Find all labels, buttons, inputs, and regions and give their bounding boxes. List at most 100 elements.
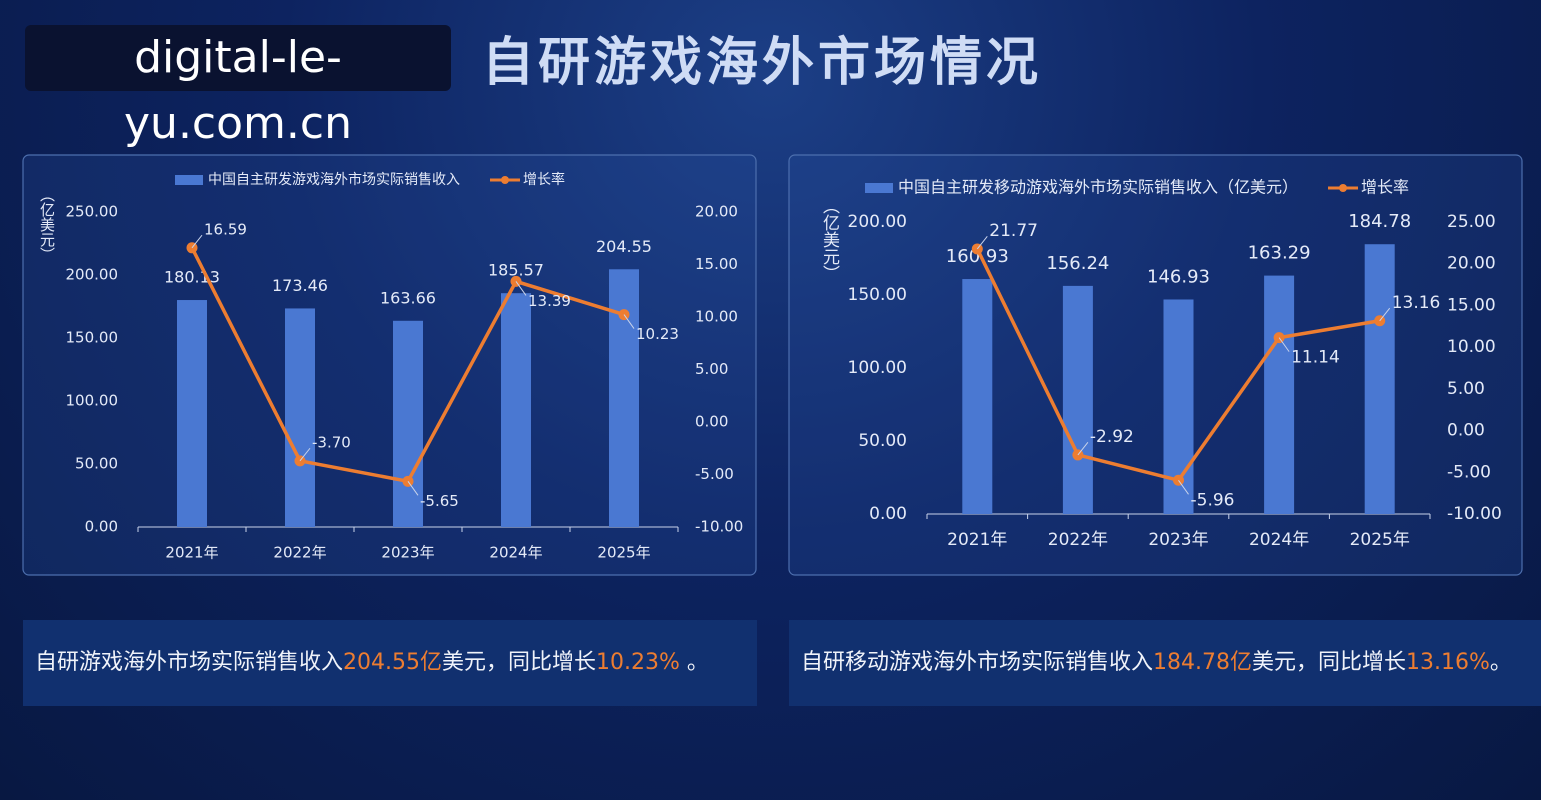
- caption-part: 自研移动游戏海外市场实际销售收入: [801, 650, 1154, 675]
- x-tick-label: 2022年: [273, 544, 326, 562]
- leader-line: [976, 236, 988, 250]
- bar: [1364, 244, 1395, 515]
- legend-swatch: [501, 176, 509, 184]
- caption-part: 204.55亿: [343, 650, 442, 675]
- y-tick-label: 150.00: [848, 285, 907, 305]
- caption-part: 184.78亿: [1153, 650, 1252, 675]
- y2-tick-label: 5.00: [1447, 379, 1485, 399]
- bar: [609, 269, 639, 527]
- caption-part: 13.16%: [1406, 650, 1490, 675]
- bar: [1062, 285, 1093, 514]
- x-tick-label: 2021年: [947, 530, 1007, 550]
- y2-tick-label: 5.00: [695, 360, 728, 378]
- y2-tick-label: -5.00: [695, 465, 734, 483]
- y2-tick-label: 20.00: [695, 203, 738, 221]
- x-tick-label: 2023年: [1148, 530, 1208, 550]
- bar: [962, 279, 993, 514]
- y-tick-label: 250.00: [66, 203, 119, 221]
- y-tick-label: 200.00: [66, 266, 119, 284]
- bar: [1264, 275, 1295, 514]
- panel: [22, 154, 757, 576]
- line-value-label: -5.65: [420, 492, 459, 510]
- legend-label: 增长率: [1361, 178, 1409, 197]
- y-tick-label: 50.00: [858, 431, 907, 451]
- line-value-label: 13.39: [528, 292, 571, 310]
- y-tick-label: 200.00: [848, 212, 907, 232]
- legend-label: 中国自主研发游戏海外市场实际销售收入: [208, 171, 460, 188]
- bar-value-label: 156.24: [1046, 253, 1109, 274]
- y-tick-label: 50.00: [75, 455, 118, 473]
- y-tick-label: 150.00: [66, 329, 119, 347]
- bar-value-label: 146.93: [1147, 266, 1210, 287]
- x-tick-label: 2023年: [381, 544, 434, 562]
- leader-line: [1379, 307, 1391, 322]
- caption-part: 。: [679, 650, 709, 675]
- caption-part: 美元，同比增长: [442, 650, 597, 675]
- x-tick-label: 2021年: [165, 544, 218, 562]
- bar-value-label: 204.55: [596, 237, 652, 256]
- y-tick-label: 100.00: [848, 358, 907, 378]
- bar-value-label: 163.66: [380, 288, 436, 307]
- caption: 自研游戏海外市场实际销售收入204.55亿美元，同比增长10.23% 。: [23, 620, 757, 706]
- y-tick-label: 100.00: [66, 392, 119, 410]
- watermark: digital-le-yu.com.cn: [25, 25, 451, 149]
- caption-part: 10.23%: [596, 650, 680, 675]
- legend-swatch: [865, 183, 893, 193]
- x-tick-label: 2025年: [597, 544, 650, 562]
- line-value-label: 21.77: [989, 221, 1038, 241]
- y2-tick-label: 20.00: [1447, 254, 1496, 274]
- y-tick-label: 0.00: [869, 504, 907, 524]
- y2-tick-label: 0.00: [695, 413, 728, 431]
- bar-value-label: 185.57: [488, 261, 544, 280]
- caption-part: 美元，同比增长: [1252, 650, 1407, 675]
- y2-tick-label: 10.00: [1447, 337, 1496, 357]
- legend-label: 中国自主研发移动游戏海外市场实际销售收入（亿美元）: [898, 178, 1298, 197]
- bar: [501, 293, 531, 527]
- legend-label: 增长率: [523, 171, 565, 188]
- bar-value-label: 184.78: [1348, 211, 1411, 232]
- leader-line: [1278, 337, 1290, 352]
- y2-tick-label: -5.00: [1447, 462, 1491, 482]
- bar: [393, 320, 423, 527]
- line-value-label: -5.96: [1191, 490, 1235, 510]
- bar-value-label: 160.93: [946, 246, 1009, 267]
- line-value-label: 11.14: [1291, 348, 1340, 368]
- legend-swatch: [1339, 184, 1348, 192]
- leader-line: [1178, 480, 1189, 495]
- line-value-label: 13.16: [1392, 293, 1441, 313]
- caption-part: 自研游戏海外市场实际销售收入: [35, 650, 344, 675]
- caption: 自研移动游戏海外市场实际销售收入184.78亿美元，同比增长13.16%。: [789, 620, 1541, 706]
- bar: [177, 300, 207, 527]
- x-tick-label: 2025年: [1350, 530, 1410, 550]
- leader-line: [623, 314, 635, 329]
- page-title: 自研游戏海外市场情况: [482, 33, 1043, 93]
- y2-tick-label: 0.00: [1447, 421, 1485, 441]
- y2-tick-label: 15.00: [695, 255, 738, 273]
- legend-swatch: [175, 175, 203, 185]
- y2-tick-label: -10.00: [695, 518, 743, 536]
- y2-tick-label: -10.00: [1447, 504, 1502, 524]
- x-tick-label: 2024年: [1249, 530, 1309, 550]
- x-tick-label: 2022年: [1048, 530, 1108, 550]
- y2-tick-label: 10.00: [695, 308, 738, 326]
- x-tick-label: 2024年: [489, 544, 542, 562]
- y-tick-label: 0.00: [85, 518, 118, 536]
- line-value-label: -2.92: [1090, 427, 1134, 447]
- line-value-label: -3.70: [312, 433, 351, 451]
- y2-tick-label: 15.00: [1447, 295, 1496, 315]
- leader-line: [299, 447, 311, 462]
- line-value-label: 10.23: [636, 325, 679, 343]
- y-axis-label: （亿美元）: [38, 187, 56, 262]
- leader-line: [515, 281, 527, 296]
- leader-line: [191, 234, 203, 249]
- leader-line: [1077, 442, 1089, 456]
- caption-part: 。: [1489, 650, 1512, 675]
- leader-line: [407, 481, 419, 496]
- bar-value-label: 173.46: [272, 276, 328, 295]
- y-axis-label: （亿美元）: [819, 197, 840, 282]
- bar-value-label: 163.29: [1248, 243, 1311, 264]
- y2-tick-label: 25.00: [1447, 212, 1496, 232]
- bar: [285, 308, 315, 527]
